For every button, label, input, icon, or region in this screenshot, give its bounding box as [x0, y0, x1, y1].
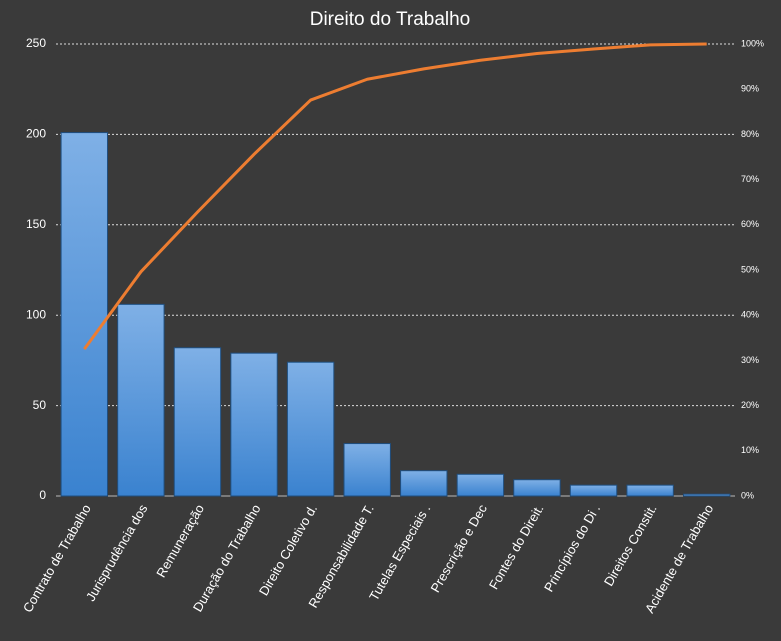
x-tick-label: Contrato de Trabalho [20, 502, 94, 615]
y2-tick-label: 60% [741, 219, 759, 229]
bar [173, 347, 222, 497]
chart-title: Direito do Trabalho [310, 9, 471, 30]
bar [343, 443, 391, 497]
bar [230, 352, 278, 497]
bar [286, 361, 335, 497]
bar [456, 473, 505, 497]
y2-tick-label: 20% [741, 400, 759, 410]
bar [117, 303, 165, 497]
x-tick-label: Princípios do Di . [541, 502, 603, 595]
y-tick-label: 150 [26, 217, 46, 231]
y2-tick-label: 50% [741, 264, 759, 274]
bar [513, 479, 561, 497]
y2-tick-label: 0% [741, 490, 754, 500]
x-tick-label: Direitos Constit. [601, 502, 660, 589]
y2-tick-label: 40% [741, 310, 759, 320]
x-tick-label: Remuneração [153, 502, 207, 580]
y-tick-label: 100 [26, 307, 46, 321]
x-tick-label: Jurisprudência dos [83, 501, 151, 603]
y2-tick-label: 80% [741, 129, 759, 139]
bar [683, 493, 731, 497]
y2-tick-label: 10% [741, 445, 759, 455]
y-tick-label: 50 [33, 398, 47, 412]
y2-tick-label: 90% [741, 84, 759, 94]
y-tick-label: 250 [26, 36, 46, 50]
y2-tick-label: 70% [741, 174, 759, 184]
y2-tick-label: 100% [741, 38, 764, 48]
bar [626, 484, 674, 497]
y2-tick-label: 30% [741, 355, 759, 365]
bar [569, 484, 618, 497]
bar [60, 132, 108, 497]
x-tick-label: Prescrição e Dec [427, 501, 490, 595]
bar [400, 470, 448, 497]
x-tick-label: Fontes do Direit. [486, 502, 547, 592]
cumulative-line [83, 42, 707, 350]
y-tick-label: 200 [26, 127, 46, 141]
x-tick-label: Direito Coletivo d. [256, 502, 320, 598]
x-tick-label: Tutelas Especiais . [366, 502, 433, 604]
y-tick-label: 0 [39, 488, 46, 502]
